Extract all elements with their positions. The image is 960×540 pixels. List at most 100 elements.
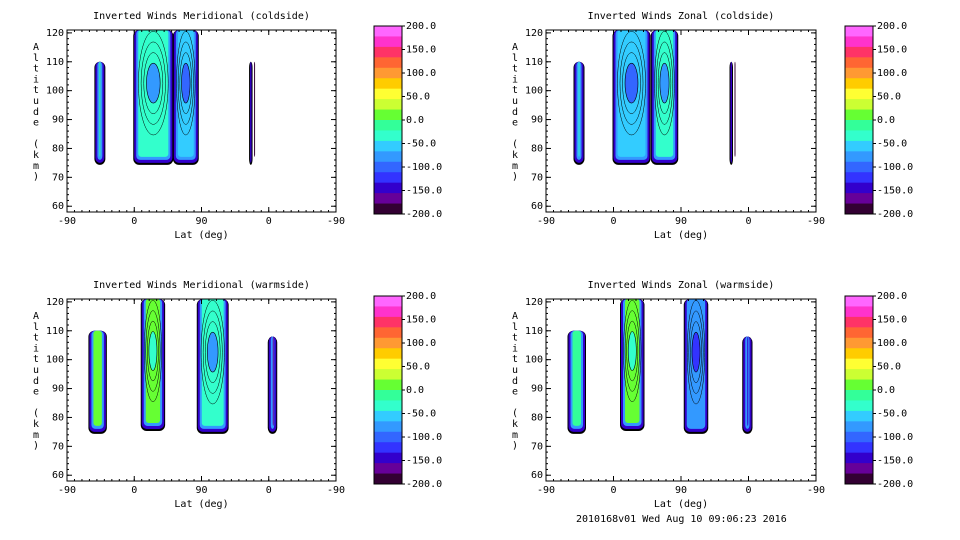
contour-line (145, 310, 161, 392)
colorbar-label: -50.0 (877, 409, 907, 420)
contour-line (622, 52, 641, 114)
colorbar-label: -200.0 (877, 479, 913, 490)
contour-line (654, 31, 675, 136)
contour-core (207, 331, 219, 373)
colorbar-label: 200.0 (406, 21, 436, 32)
contour-core (691, 331, 701, 373)
colorbar-segment (845, 88, 873, 100)
colorbar-label: 100.0 (406, 338, 436, 349)
colorbar-label: 200.0 (406, 291, 436, 302)
colorbar-segment (845, 26, 873, 37)
colorbar-segment (374, 410, 402, 422)
colorbar-segment (845, 316, 873, 328)
x-tick-label: 90 (675, 485, 687, 496)
colorbar-segment (374, 316, 402, 328)
colorbar-segment (845, 379, 873, 391)
chart-panel-3: Inverted Winds Meridional (warmside) 60 70… (33, 280, 442, 510)
contour-region-fill (272, 336, 274, 426)
colorbar-segment (374, 358, 402, 370)
colorbar-segment (374, 109, 402, 121)
colorbar-label: -150.0 (877, 186, 913, 197)
y-tick-label: 80 (52, 143, 64, 154)
colorbar-segment (374, 421, 402, 433)
colorbar-segment (845, 172, 873, 184)
x-tick-label: -90 (807, 216, 825, 227)
colorbar-segment (845, 452, 873, 464)
y-tick-label: 60 (52, 470, 64, 481)
plot-area (545, 29, 817, 213)
colorbar-label: -200.0 (406, 479, 442, 490)
y-tick-label: 70 (52, 441, 64, 452)
colorbar-label: 50.0 (406, 362, 430, 373)
colorbar: 200.0 150.0 100.0 50.0 0.0 -50.0 -100.0 -150.0 -… (844, 291, 913, 490)
colorbar: 200.0 150.0 100.0 50.0 0.0 -50.0 -100.0 -150.0 -… (373, 21, 442, 220)
colorbar-label: 100.0 (877, 338, 907, 349)
colorbar-segment (374, 390, 402, 401)
contour-line (623, 300, 642, 402)
colorbar-label: -200.0 (877, 209, 913, 220)
contour-core (659, 62, 670, 104)
x-tick-label: -90 (58, 216, 76, 227)
x-tick-label: -90 (537, 216, 555, 227)
colorbar-label: 0.0 (877, 385, 895, 396)
x-tick-label: -90 (58, 485, 76, 496)
colorbar-segment (374, 296, 402, 307)
y-tick-label: 110 (525, 326, 543, 337)
contour-core (146, 62, 161, 104)
colorbar-segment (374, 26, 402, 37)
contour-core (148, 331, 158, 371)
y-tick-label: 70 (531, 441, 543, 452)
y-tick-label: 100 (525, 86, 543, 97)
contour-line (626, 320, 639, 382)
contour-line (176, 31, 196, 136)
colorbar-label: -50.0 (406, 139, 436, 150)
colorbar-segment (845, 421, 873, 433)
colorbar-segment (374, 36, 402, 48)
colorbar-segment (374, 463, 402, 475)
colorbar-label: -100.0 (877, 162, 913, 173)
colorbar-segment (845, 473, 873, 485)
chart-panel-1: Inverted Winds Meridional (coldside) 60 70… (33, 11, 442, 241)
plot-area (66, 29, 337, 213)
colorbar-segment (845, 46, 873, 58)
contour-region-fill (734, 61, 736, 157)
colorbar-segment (374, 57, 402, 69)
contour-region-fill (572, 330, 581, 426)
colorbar-segment (845, 390, 873, 401)
colorbar-label: 100.0 (406, 68, 436, 79)
x-tick-label: -90 (327, 216, 345, 227)
colorbar-segment (374, 400, 402, 412)
colorbar-segment (374, 473, 402, 485)
colorbar-segment (845, 410, 873, 422)
y-tick-label: 120 (46, 28, 64, 39)
colorbar-label: 100.0 (877, 68, 907, 79)
colorbar-segment (845, 327, 873, 339)
contour-region-fill (93, 330, 102, 426)
colorbar-label: 50.0 (877, 362, 901, 373)
y-tick-label: 90 (531, 115, 543, 126)
x-axis-label: Lat (deg) (174, 499, 228, 510)
x-axis-label: Lat (deg) (654, 499, 708, 510)
colorbar-segment (845, 348, 873, 360)
x-tick-label: 0 (266, 485, 272, 496)
colorbar-segment (845, 182, 873, 194)
chart-title: Inverted Winds Meridional (warmside) (93, 280, 310, 291)
chart-panel-4: Inverted Winds Zonal (warmside) 60 70 80 90 1… (512, 280, 913, 510)
colorbar-segment (845, 203, 873, 215)
colorbar-segment (374, 379, 402, 391)
contour-region-fill (254, 61, 256, 157)
contour-line (204, 321, 221, 383)
colorbar-segment (845, 67, 873, 79)
contour-line (690, 321, 702, 383)
colorbar-segment (374, 88, 402, 100)
contour-region-fill (99, 61, 101, 157)
x-tick-label: 90 (675, 216, 687, 227)
x-tick-label: -90 (327, 485, 345, 496)
colorbar-label: -50.0 (877, 139, 907, 150)
y-tick-label: 120 (46, 297, 64, 308)
y-tick-label: 100 (525, 355, 543, 366)
contour-line (688, 310, 704, 394)
colorbar-segment (845, 99, 873, 111)
footer-timestamp: 2010168v01 Wed Aug 10 09:06:23 2016 (576, 514, 787, 525)
colorbar-segment (845, 151, 873, 163)
